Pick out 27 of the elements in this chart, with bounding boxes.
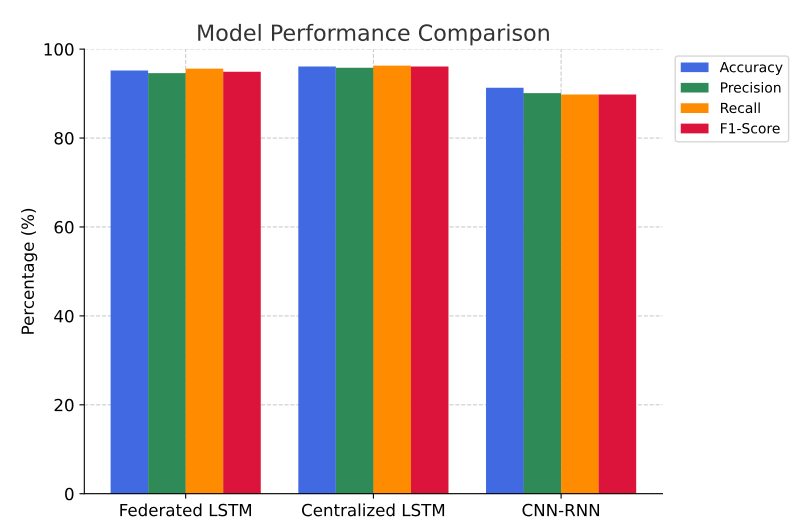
bar [598, 94, 636, 494]
bar [561, 94, 599, 494]
y-tick-label: 100 [44, 43, 74, 56]
legend-label: Accuracy [720, 62, 783, 76]
bar [223, 72, 261, 494]
bar [148, 73, 186, 494]
legend-label: F1-Score [721, 123, 780, 134]
bar [486, 88, 524, 494]
x-tick-label: CNN-RNN [522, 504, 600, 516]
x-tick-label: Federated LSTM [120, 503, 252, 516]
y-tick-label: 40 [54, 310, 74, 322]
x-tick-label: Centralized LSTM [302, 503, 444, 516]
legend-label: Recall [721, 102, 760, 114]
bar [410, 66, 448, 494]
legend-label: Precision [721, 82, 780, 93]
chart-title: Model Performance Comparison [198, 24, 549, 46]
bar [336, 68, 374, 494]
bar [373, 66, 411, 494]
y-tick-label: 0 [65, 488, 74, 500]
y-axis-title: Percentage (%) [21, 208, 38, 334]
bar [524, 93, 562, 494]
y-tick-label: 80 [54, 132, 74, 145]
y-tick-label: 60 [54, 220, 74, 234]
bar [110, 70, 148, 494]
bar [186, 68, 224, 494]
bar [298, 66, 336, 494]
y-tick-label: 20 [54, 398, 74, 412]
